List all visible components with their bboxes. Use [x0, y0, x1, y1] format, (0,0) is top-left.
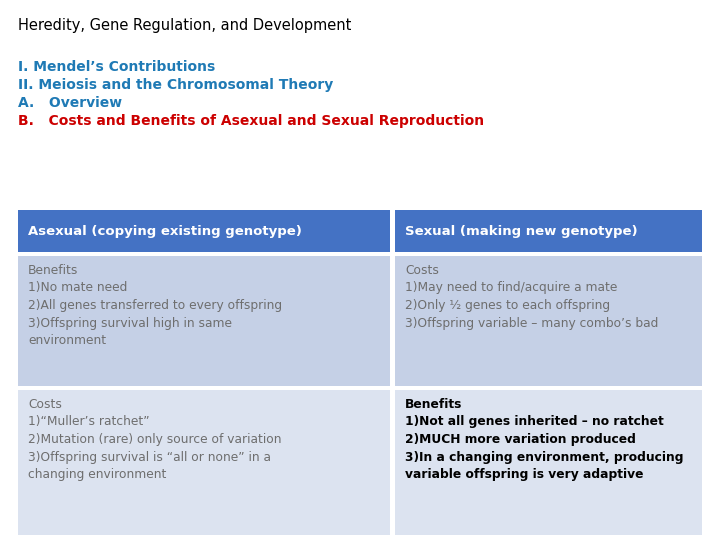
Text: Costs
1)“Muller’s ratchet”
2)Mutation (rare) only source of variation
3)Offsprin: Costs 1)“Muller’s ratchet” 2)Mutation (r… [28, 398, 282, 481]
Bar [395, 210, 702, 252]
Text: Benefits
1)No mate need
2)All genes transferred to every offspring
3)Offspring s: Benefits 1)No mate need 2)All genes tran… [28, 264, 282, 347]
Text: Costs
1)May need to find/acquire a mate
2)Only ½ genes to each offspring
3)Offsp: Costs 1)May need to find/acquire a mate … [405, 264, 658, 329]
Text: Heredity, Gene Regulation, and Development: Heredity, Gene Regulation, and Developme… [18, 18, 351, 33]
Bar [18, 390, 390, 535]
Bar [395, 390, 702, 535]
Bar [18, 210, 390, 252]
Text: Benefits
1)Not all genes inherited – no ratchet
2)MUCH more variation produced
3: Benefits 1)Not all genes inherited – no … [405, 398, 683, 481]
Text: Asexual (copying existing genotype): Asexual (copying existing genotype) [28, 225, 302, 238]
Text: I. Mendel’s Contributions: I. Mendel’s Contributions [18, 60, 215, 74]
Text: II. Meiosis and the Chromosomal Theory: II. Meiosis and the Chromosomal Theory [18, 78, 333, 92]
Bar [395, 256, 702, 386]
Text: A.   Overview: A. Overview [18, 96, 122, 110]
Text: B.   Costs and Benefits of Asexual and Sexual Reproduction: B. Costs and Benefits of Asexual and Sex… [18, 114, 484, 128]
Text: Sexual (making new genotype): Sexual (making new genotype) [405, 225, 638, 238]
Bar [18, 256, 390, 386]
